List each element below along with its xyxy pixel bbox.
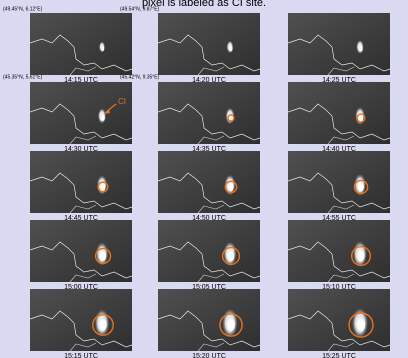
panel-image — [30, 289, 132, 351]
panel-image — [158, 220, 260, 282]
time-label: 15:20 UTC — [192, 353, 226, 358]
corner-label: (45.35°N, 5.61°E) — [3, 74, 43, 80]
cloud-core — [359, 115, 363, 122]
panel-image — [158, 151, 260, 213]
caption: pixel is labeled as CI site. — [142, 0, 266, 9]
satellite-panel — [158, 151, 260, 213]
time-label: 15:15 UTC — [64, 353, 98, 358]
cloud — [99, 41, 105, 52]
cloud-core — [100, 251, 106, 260]
cloud-core — [359, 46, 362, 51]
cloud-core — [230, 47, 233, 52]
panel-image — [158, 289, 260, 351]
panel-image — [158, 13, 260, 75]
satellite-panel — [288, 220, 390, 282]
panel-image — [288, 82, 390, 144]
satellite-panel — [288, 82, 390, 144]
satellite-panel: CI — [30, 82, 132, 144]
satellite-panel — [30, 220, 132, 282]
corner-label: (49.54°N, 9.87°E) — [120, 6, 160, 12]
satellite-panel — [288, 289, 390, 351]
satellite-panel — [158, 289, 260, 351]
cloud-core — [101, 115, 105, 121]
panel-image — [30, 220, 132, 282]
cloud-core — [357, 319, 365, 331]
panel-image — [30, 13, 132, 75]
satellite-panel — [158, 220, 260, 282]
cloud-core — [358, 183, 364, 192]
satellite-panel — [288, 13, 390, 75]
panel-image — [158, 82, 260, 144]
cloud-core — [102, 47, 104, 51]
satellite-panel — [158, 13, 260, 75]
satellite-panel — [30, 13, 132, 75]
satellite-panel — [30, 151, 132, 213]
cloud-core — [358, 251, 365, 262]
cloud — [227, 41, 234, 54]
panel-image — [288, 151, 390, 213]
satellite-panel — [30, 289, 132, 351]
panel-image — [288, 220, 390, 282]
corner-label: (45.42°N, 9.35°E) — [120, 74, 160, 80]
time-label: 15:25 UTC — [322, 353, 356, 358]
panel-image — [288, 289, 390, 351]
corner-label: (49.45°N, 6.12°E) — [3, 6, 43, 12]
cloud-core — [101, 183, 106, 191]
cloud-core — [227, 319, 235, 331]
cloud-core — [228, 183, 233, 191]
cloud-core — [228, 251, 234, 261]
annotation-label: CI — [118, 97, 126, 106]
satellite-panel — [158, 82, 260, 144]
panel-image — [288, 13, 390, 75]
cloud-core — [99, 319, 106, 330]
panel-image — [30, 82, 132, 144]
figure: pixel is labeled as CI site. (49.45°N, 6… — [0, 0, 408, 358]
panel-image — [30, 151, 132, 213]
satellite-panel — [288, 151, 390, 213]
